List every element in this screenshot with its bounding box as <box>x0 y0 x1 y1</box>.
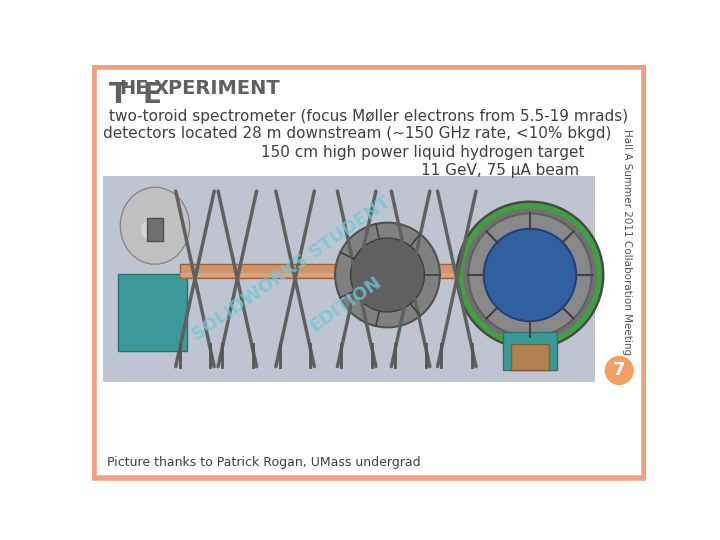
Text: T: T <box>109 81 127 109</box>
FancyBboxPatch shape <box>102 176 595 382</box>
Text: XPERIMENT: XPERIMENT <box>153 79 280 98</box>
Text: Hall A Summer 2011 Collaboration Meeting: Hall A Summer 2011 Collaboration Meeting <box>622 129 632 355</box>
FancyBboxPatch shape <box>179 264 480 278</box>
Ellipse shape <box>141 218 164 241</box>
Circle shape <box>468 213 592 336</box>
FancyBboxPatch shape <box>503 332 557 370</box>
FancyBboxPatch shape <box>118 274 187 351</box>
Text: 11 GeV, 75 μA beam: 11 GeV, 75 μA beam <box>420 164 579 178</box>
Text: two-toroid spectrometer (focus Møller electrons from 5.5-19 mrads): two-toroid spectrometer (focus Møller el… <box>109 109 629 124</box>
Circle shape <box>606 356 633 384</box>
Text: 7: 7 <box>613 361 626 380</box>
Text: SOLIDWORKS STUDENT: SOLIDWORKS STUDENT <box>189 193 395 344</box>
Circle shape <box>484 229 576 321</box>
FancyBboxPatch shape <box>94 67 644 478</box>
Circle shape <box>335 222 440 327</box>
Circle shape <box>456 202 603 348</box>
FancyBboxPatch shape <box>510 343 549 370</box>
Text: HE: HE <box>120 79 149 98</box>
FancyBboxPatch shape <box>148 218 163 241</box>
Circle shape <box>351 238 425 312</box>
Text: detectors located 28 m downstream (~150 GHz rate, <10% bkgd): detectors located 28 m downstream (~150 … <box>103 126 611 141</box>
Text: EDITION: EDITION <box>307 272 385 335</box>
Text: E: E <box>143 81 161 109</box>
FancyBboxPatch shape <box>179 273 480 276</box>
Ellipse shape <box>120 187 189 264</box>
Text: Picture thanks to Patrick Rogan, UMass undergrad: Picture thanks to Patrick Rogan, UMass u… <box>107 456 420 469</box>
Text: 150 cm high power liquid hydrogen target: 150 cm high power liquid hydrogen target <box>261 145 585 160</box>
